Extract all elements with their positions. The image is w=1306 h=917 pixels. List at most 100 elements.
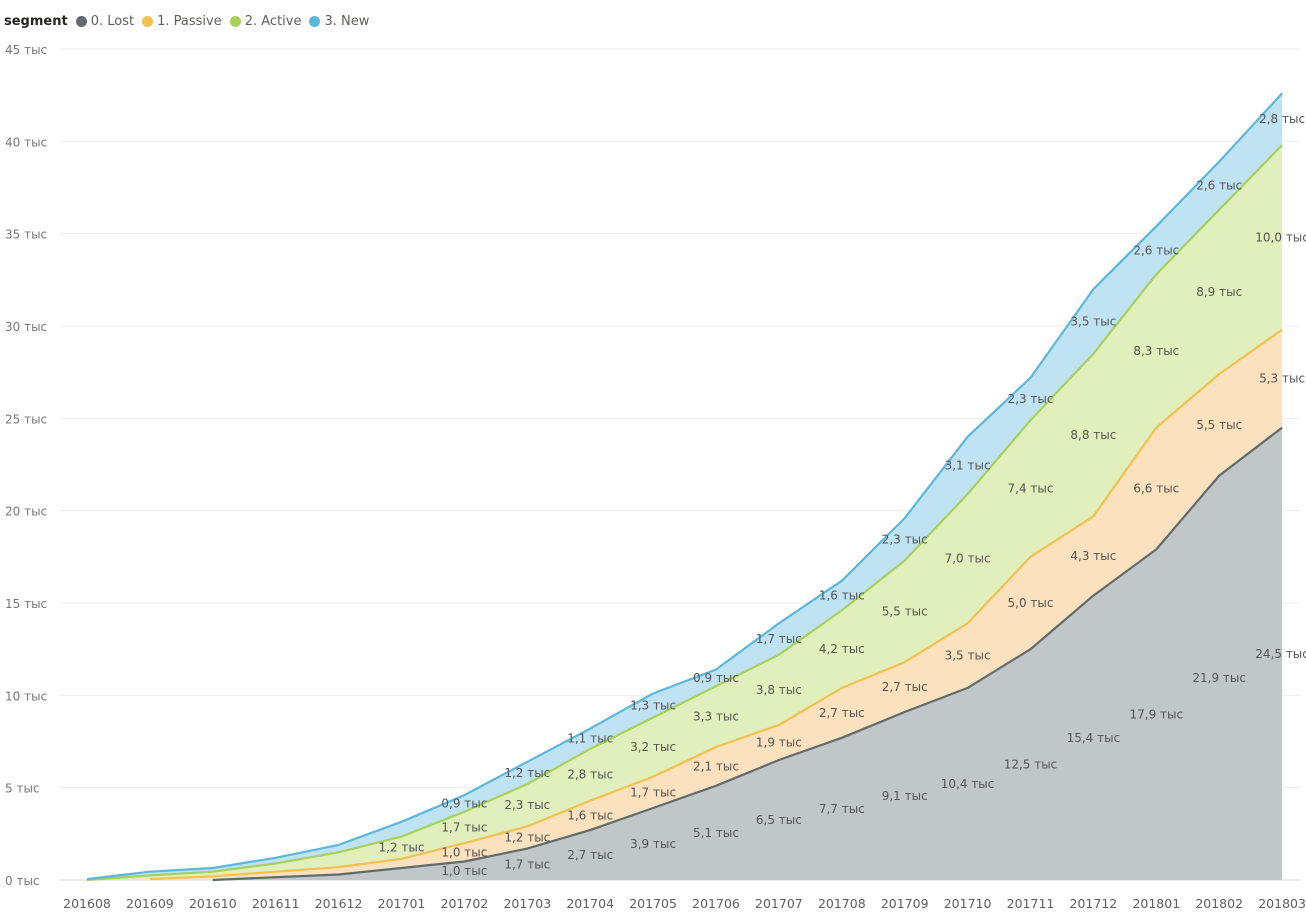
data-label-series-3: 0,9 тыс (693, 671, 739, 685)
legend-label-active: 2. Active (244, 13, 302, 29)
data-label-series-0: 10,4 тыс (941, 777, 995, 791)
legend-item-lost[interactable]: 0. Lost (75, 13, 135, 29)
x-tick-label: 201701 (378, 896, 426, 911)
data-label-series-1: 1,0 тыс (441, 845, 487, 859)
y-tick-label: 45 тыс (5, 43, 47, 57)
data-label-series-3: 3,1 тыс (945, 458, 991, 472)
data-label-series-1: 1,7 тыс (630, 785, 676, 799)
data-label-series-0: 1,7 тыс (504, 857, 550, 871)
data-label-series-0: 24,5 тыс (1255, 647, 1306, 661)
legend-item-active[interactable]: 2. Active (229, 13, 302, 29)
x-tick-label: 201706 (692, 896, 740, 911)
data-labels: 1,0 тыс 1,7 тыс 2,7 тыс 3,9 тыс 5,1 тыс 6,5 т… (379, 112, 1306, 878)
x-tick-label: 201703 (503, 896, 551, 911)
data-label-series-2: 7,4 тыс (1008, 482, 1054, 496)
series-areas (87, 93, 1283, 881)
series-lines (86, 92, 1283, 882)
data-label-series-3: 1,1 тыс (567, 732, 613, 746)
data-label-series-0: 2,7 тыс (567, 848, 613, 862)
x-axis: 201608 201609 201610 201611 201612 201701 2017… (63, 896, 1306, 911)
data-label-series-2: 8,3 тыс (1133, 344, 1179, 358)
data-label-series-3: 2,6 тыс (1196, 179, 1242, 193)
x-tick-label: 201707 (755, 896, 803, 911)
x-tick-label: 201705 (629, 896, 677, 911)
area-series-2 (87, 145, 1283, 880)
x-tick-label: 201802 (1195, 896, 1243, 911)
legend-label-passive: 1. Passive (157, 13, 222, 29)
data-label-series-0: 17,9 тыс (1129, 708, 1183, 722)
data-label-series-0: 12,5 тыс (1004, 758, 1058, 772)
x-tick-label: 201708 (818, 896, 866, 911)
x-tick-label: 201803 (1258, 896, 1306, 911)
legend-item-new[interactable]: 3. New (309, 14, 369, 29)
data-label-series-0: 1,0 тыс (441, 864, 487, 878)
area-series-0 (212, 427, 1283, 880)
data-label-series-3: 0,9 тыс (441, 796, 487, 810)
area-series-1 (149, 329, 1283, 880)
legend-label-lost: 0. Lost (90, 13, 135, 29)
x-tick-label: 201801 (1132, 896, 1180, 911)
x-tick-label: 201710 (944, 896, 992, 911)
legend-item-passive[interactable]: 1. Passive (142, 14, 222, 29)
data-label-series-1: 2,1 тыс (693, 759, 739, 773)
x-tick-label: 201712 (1070, 896, 1118, 911)
data-label-series-2: 3,2 тыс (630, 740, 676, 754)
x-tick-label: 201611 (252, 896, 300, 911)
x-tick-label: 201612 (315, 896, 363, 911)
y-tick-label: 20 тыс (5, 505, 47, 519)
data-label-series-3: 3,5 тыс (1070, 314, 1116, 328)
data-label-series-3: 1,3 тыс (630, 698, 676, 712)
data-label-series-3: 2,3 тыс (882, 532, 928, 546)
data-label-series-3: 1,7 тыс (756, 632, 802, 646)
y-tick-label: 10 тыс (5, 689, 47, 703)
data-label-series-1: 4,3 тыс (1070, 549, 1116, 563)
data-label-series-1: 2,7 тыс (882, 680, 928, 694)
line-series-0 (212, 426, 1283, 882)
data-label-series-2: 3,8 тыс (756, 683, 802, 697)
x-tick-label: 201711 (1007, 896, 1055, 911)
y-tick-label: 40 тыс (5, 135, 47, 149)
data-label-series-0: 5,1 тыс (693, 826, 739, 840)
data-label-series-2: 3,3 тыс (693, 710, 739, 724)
data-label-series-1: 3,5 тыс (945, 649, 991, 663)
line-series-3 (86, 92, 1283, 881)
data-label-series-0: 6,5 тыс (756, 813, 802, 827)
x-tick-label: 201704 (566, 896, 614, 911)
data-label-series-2: 1,2 тыс (379, 841, 425, 855)
x-tick-label: 201608 (63, 896, 111, 911)
data-label-series-2: 2,3 тыс (504, 798, 550, 812)
data-label-series-2: 8,8 тыс (1070, 428, 1116, 442)
data-label-series-0: 3,9 тыс (630, 837, 676, 851)
data-label-series-3: 1,6 тыс (819, 589, 865, 603)
data-label-series-0: 21,9 тыс (1192, 671, 1246, 685)
line-series-2 (86, 144, 1283, 882)
legend-dot-passive (142, 15, 154, 27)
x-tick-label: 201709 (881, 896, 929, 911)
legend-label-new: 3. New (324, 13, 370, 29)
data-label-series-3: 1,2 тыс (504, 766, 550, 780)
data-label-series-1: 5,3 тыс (1259, 372, 1305, 386)
y-tick-label: 30 тыс (5, 320, 47, 334)
data-label-series-3: 2,6 тыс (1133, 243, 1179, 257)
data-label-series-0: 9,1 тыс (882, 789, 928, 803)
legend-dot-new (309, 15, 321, 27)
legend-dot-active (229, 15, 241, 27)
data-label-series-2: 1,7 тыс (441, 820, 487, 834)
y-axis: 0 тыс 5 тыс 10 тыс 15 тыс 20 тыс 25 тыс 30 тыс… (5, 43, 47, 888)
legend-dot-lost (75, 15, 87, 27)
data-label-series-2: 8,9 тыс (1196, 285, 1242, 299)
data-label-series-1: 2,7 тыс (819, 706, 865, 720)
x-tick-label: 201702 (441, 896, 489, 911)
data-label-series-1: 1,9 тыс (756, 735, 802, 749)
data-label-series-2: 5,5 тыс (882, 604, 928, 618)
y-tick-label: 35 тыс (5, 228, 47, 242)
data-label-series-2: 4,2 тыс (819, 642, 865, 656)
y-tick-label: 5 тыс (5, 782, 40, 796)
data-label-series-2: 7,0 тыс (945, 552, 991, 566)
data-label-series-1: 1,2 тыс (504, 831, 550, 845)
x-tick-label: 201609 (126, 896, 174, 911)
legend-title: segment (4, 13, 68, 29)
data-label-series-3: 2,8 тыс (1259, 112, 1305, 126)
data-label-series-1: 6,6 тыс (1133, 482, 1179, 496)
